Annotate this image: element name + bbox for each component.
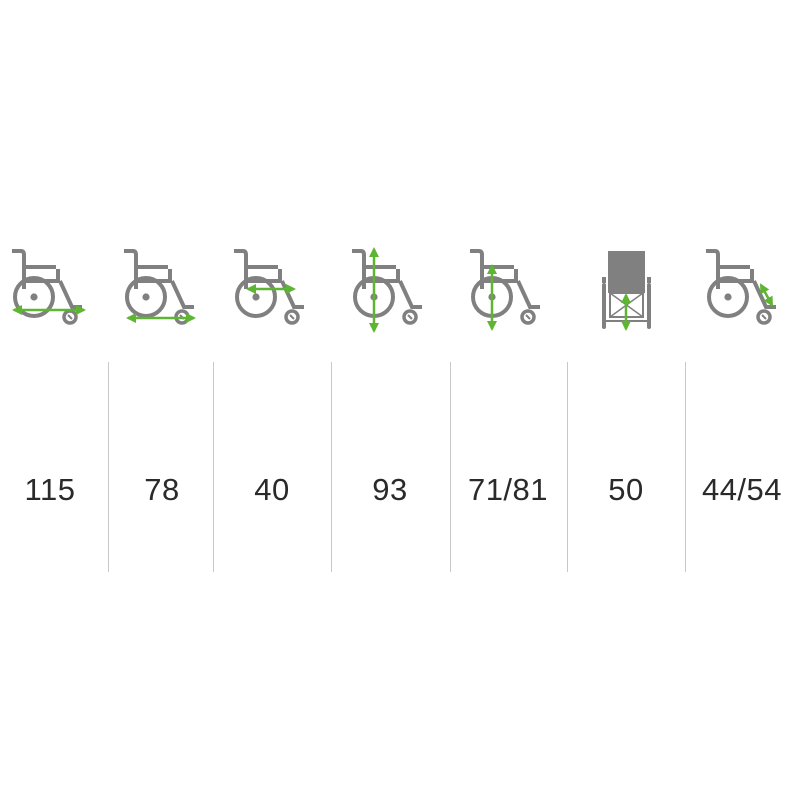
value-legrest-length: 44/54 <box>701 472 783 507</box>
divider <box>685 362 686 572</box>
divider <box>331 362 332 572</box>
value-folded-length: 78 <box>144 472 180 507</box>
value-total-height: 93 <box>372 472 408 507</box>
wheelchair-seat-depth-icon <box>232 249 306 325</box>
value-armrest-height: 71/81 <box>467 472 549 507</box>
divider <box>213 362 214 572</box>
wheelchair-armrest-height-icon <box>468 249 542 331</box>
value-seat-width: 50 <box>608 472 644 507</box>
wheelchair-total-length-icon <box>10 249 86 325</box>
divider <box>567 362 568 572</box>
wheelchair-folded-length-icon <box>122 249 196 325</box>
value-seat-depth: 40 <box>254 472 290 507</box>
wheelchair-seat-width-icon <box>602 251 651 331</box>
wheelchair-legrest-length-icon <box>704 249 778 325</box>
divider <box>108 362 109 572</box>
value-total-length: 115 <box>24 472 76 507</box>
wheelchair-total-height-icon <box>350 247 424 333</box>
divider <box>450 362 451 572</box>
